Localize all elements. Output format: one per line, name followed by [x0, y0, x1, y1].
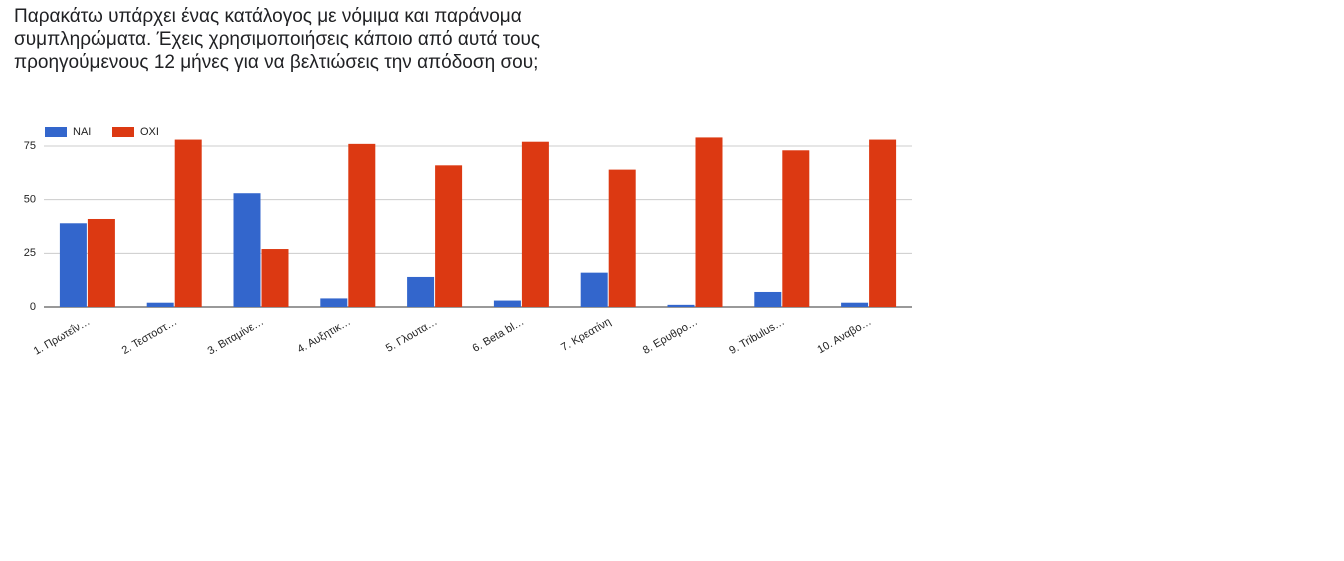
legend-swatch [45, 127, 67, 137]
bar [841, 302, 869, 307]
bar [59, 223, 87, 307]
chart-title: Παρακάτω υπάρχει ένας κατάλογος με νόμιμ… [14, 6, 541, 73]
bar [233, 193, 261, 307]
x-tick-label: 4. Αυξητικ… [295, 316, 352, 356]
bar [87, 218, 115, 307]
bar [580, 272, 608, 307]
y-tick-label: 25 [24, 247, 36, 259]
x-tick-label: 8. Ερυθρο… [641, 316, 700, 357]
bar [348, 143, 376, 307]
x-tick-label: 9. Tribulus… [727, 316, 786, 357]
x-tick-label: 5. Γλουτα… [384, 316, 440, 355]
x-tick-label: 10. Αναβο… [815, 316, 873, 356]
bar [146, 302, 174, 307]
y-tick-label: 50 [24, 194, 36, 206]
bar [667, 304, 695, 307]
bar [435, 165, 463, 307]
legend-label: ΟΧΙ [140, 126, 159, 138]
bar [695, 137, 723, 307]
bar [521, 141, 549, 307]
bar [782, 150, 810, 307]
y-tick-label: 0 [30, 301, 36, 313]
x-tick-label: 7. Κρεατίνη [559, 316, 613, 354]
y-tick-label: 75 [24, 140, 36, 152]
bar [493, 300, 521, 307]
bar [174, 139, 202, 307]
bar [261, 249, 289, 307]
bar [407, 276, 435, 307]
x-tick-label: 2. Τεστοστ… [120, 316, 179, 357]
bar [320, 298, 348, 307]
bar [869, 139, 897, 307]
x-tick-label: 6. Beta bl… [471, 316, 527, 355]
x-tick-label: 3. Βιταμίνε… [206, 316, 266, 358]
bar [608, 169, 636, 307]
x-tick-label: 1. Πρωτεΐν… [32, 316, 93, 358]
legend-swatch [112, 127, 134, 137]
bar [754, 291, 782, 307]
legend-label: ΝΑΙ [73, 126, 91, 138]
